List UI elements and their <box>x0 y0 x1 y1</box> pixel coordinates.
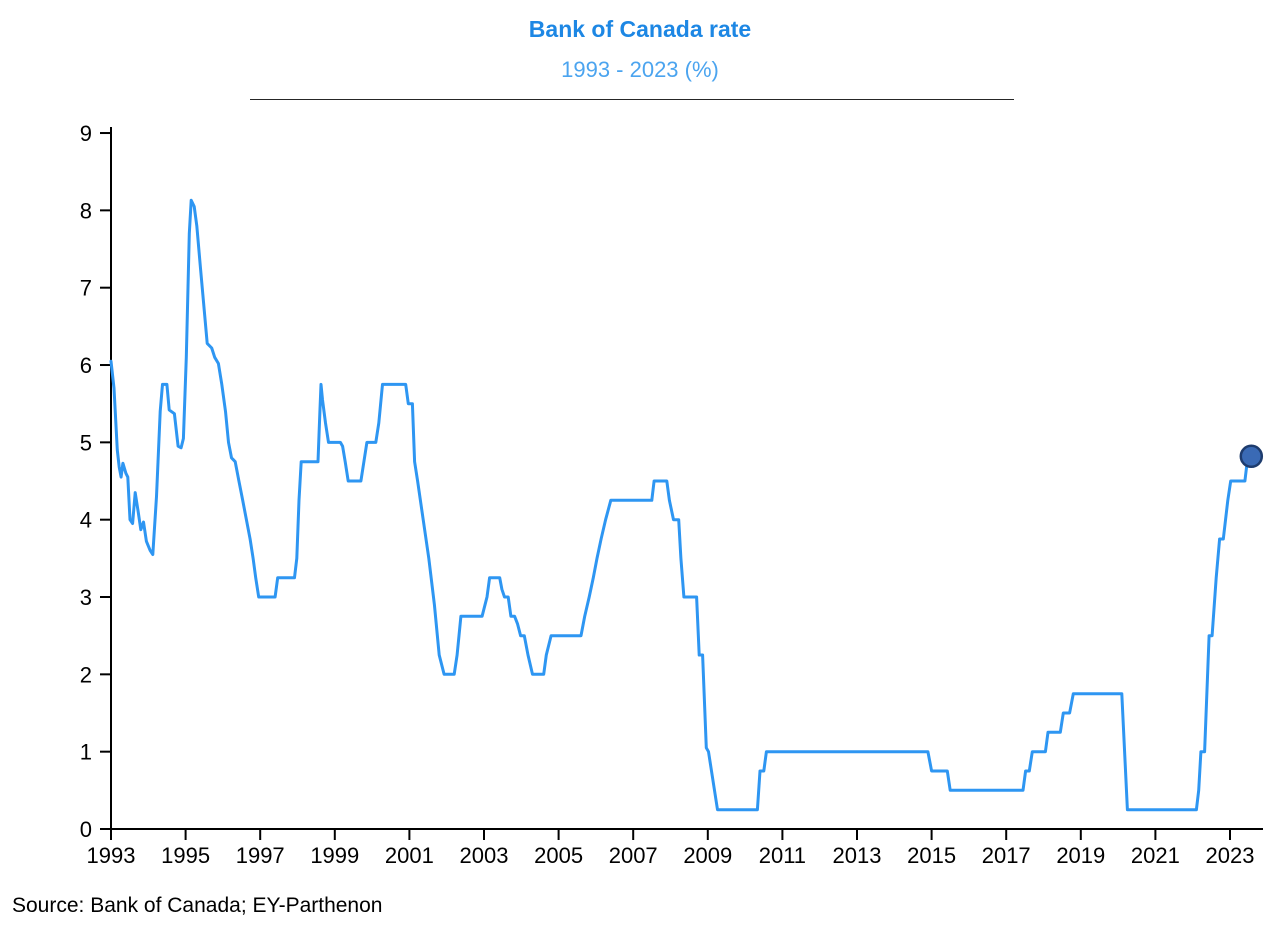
x-tick-label-2005: 2005 <box>534 843 583 868</box>
x-tick-label-1993: 1993 <box>87 843 136 868</box>
y-tick-label-6: 6 <box>80 353 92 378</box>
x-tick-label-2001: 2001 <box>385 843 434 868</box>
axis-tick-labels: 0 1 2 3 4 5 6 7 8 9 1993 1995 1997 1999 2001 2003 2005 20… <box>80 121 1255 868</box>
x-tick-label-2015: 2015 <box>907 843 956 868</box>
x-tick-label-2013: 2013 <box>833 843 882 868</box>
x-tick-label-2023: 2023 <box>1206 843 1255 868</box>
rate-line <box>109 198 1253 812</box>
y-tick-label-4: 4 <box>80 508 92 533</box>
y-tick-label-3: 3 <box>80 585 92 610</box>
y-tick-label-5: 5 <box>80 430 92 455</box>
rate-line-chart: 0 1 2 3 4 5 6 7 8 9 1993 1995 1997 1999 2001 2003 2005 20… <box>80 121 1264 868</box>
x-tick-label-2007: 2007 <box>609 843 658 868</box>
x-tick-label-2021: 2021 <box>1131 843 1180 868</box>
x-tick-label-1995: 1995 <box>161 843 210 868</box>
x-tick-label-2003: 2003 <box>460 843 509 868</box>
axis-ticks <box>100 132 1231 840</box>
chart-title: Bank of Canada rate <box>528 16 752 42</box>
x-tick-label-2011: 2011 <box>759 843 806 868</box>
x-tick-label-2019: 2019 <box>1056 843 1105 868</box>
axes <box>110 127 1263 830</box>
x-tick-label-1997: 1997 <box>236 843 285 868</box>
y-tick-label-1: 1 <box>80 740 92 765</box>
y-tick-label-9: 9 <box>80 121 92 146</box>
y-tick-label-2: 2 <box>80 662 92 687</box>
title-separator-line <box>250 99 1014 100</box>
y-tick-label-0: 0 <box>80 817 92 842</box>
y-tick-label-8: 8 <box>80 198 92 223</box>
x-tick-label-2009: 2009 <box>683 843 732 868</box>
y-tick-label-7: 7 <box>80 276 92 301</box>
source-note: Source: Bank of Canada; EY-Parthenon <box>12 894 383 917</box>
chart-subtitle: 1993 - 2023 (%) <box>561 57 719 82</box>
x-tick-label-1999: 1999 <box>310 843 359 868</box>
end-point-marker <box>1239 444 1264 469</box>
x-tick-label-2017: 2017 <box>982 843 1031 868</box>
